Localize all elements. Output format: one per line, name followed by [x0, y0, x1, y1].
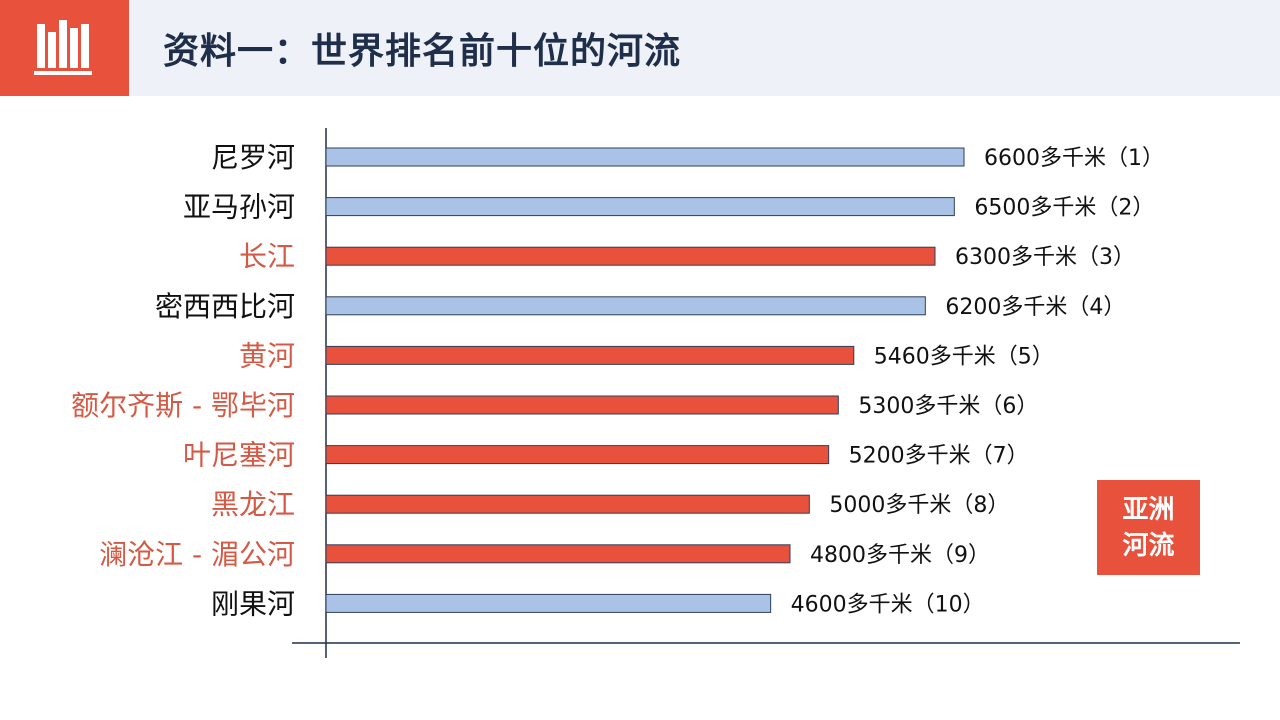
header-bar: [0, 0, 1280, 96]
asia-rivers-badge: 亚洲河流: [1097, 480, 1200, 575]
bar-5: [325, 395, 839, 415]
bar-4: [325, 345, 855, 365]
bar-7: [325, 494, 810, 514]
category-label-8: 澜沧江 - 湄公河: [99, 538, 295, 571]
category-label-5: 额尔齐斯 - 鄂毕河: [71, 389, 295, 422]
category-label-6: 叶尼塞河: [183, 439, 295, 472]
data-label-4: 5460多千米（5）: [874, 344, 1054, 369]
bar-2: [325, 246, 936, 266]
bar-0: [325, 147, 965, 167]
category-label-4: 黄河: [239, 339, 295, 372]
data-label-2: 6300多千米（3）: [955, 245, 1135, 270]
data-label-7: 5000多千米（8）: [829, 493, 1009, 518]
category-label-3: 密西西比河: [155, 290, 295, 323]
page-title: 资料一：世界排名前十位的河流: [163, 31, 682, 72]
data-label-3: 6200多千米（4）: [945, 295, 1125, 320]
category-label-0: 尼罗河: [211, 141, 295, 174]
category-label-1: 亚马孙河: [183, 191, 295, 224]
bar-3: [325, 296, 926, 316]
data-label-9: 4600多千米（10）: [791, 592, 985, 617]
data-label-6: 5200多千米（7）: [849, 444, 1029, 469]
bar-1: [325, 197, 955, 217]
data-label-8: 4800多千米（9）: [810, 543, 990, 568]
data-label-0: 6600多千米（1）: [984, 146, 1164, 171]
category-label-7: 黑龙江: [211, 488, 295, 521]
bar-6: [325, 445, 830, 465]
category-label-9: 刚果河: [211, 587, 295, 620]
bar-9: [325, 593, 772, 613]
category-label-2: 长江: [239, 240, 295, 273]
books-logo-icon: [0, 0, 129, 96]
asia-rivers-badge-label: 亚洲河流: [1122, 494, 1175, 561]
bar-8: [325, 544, 791, 564]
data-label-5: 5300多千米（6）: [858, 394, 1038, 419]
data-label-1: 6500多千米（2）: [974, 196, 1154, 221]
